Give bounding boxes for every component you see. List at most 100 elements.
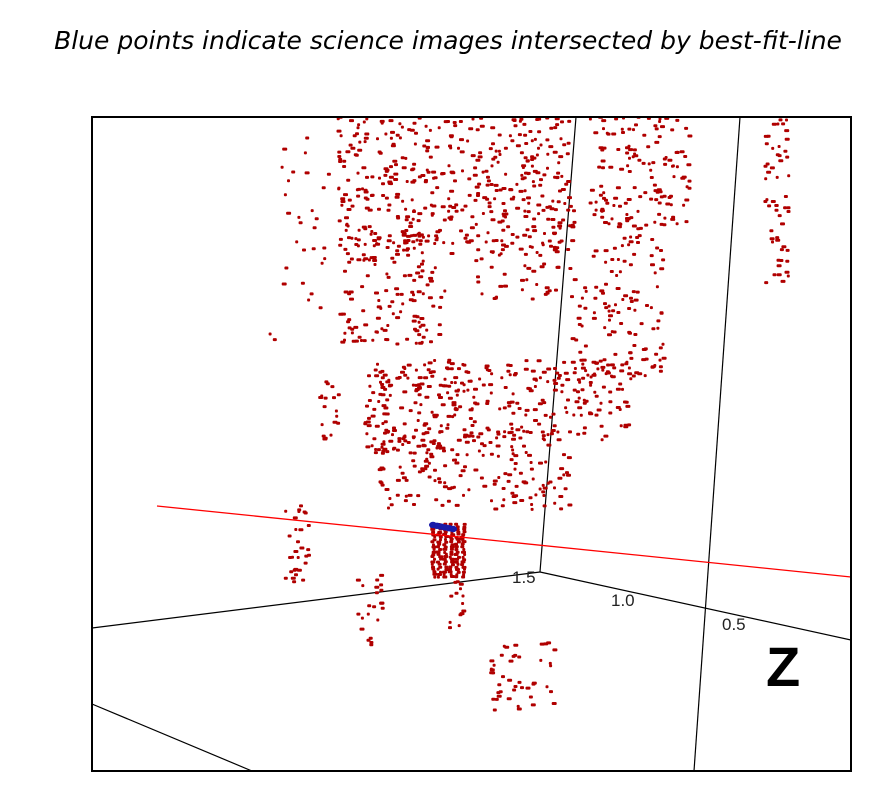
- red-point: [410, 290, 415, 294]
- red-point: [419, 317, 425, 320]
- red-point: [535, 153, 539, 157]
- red-point: [445, 426, 450, 430]
- red-point: [546, 641, 552, 645]
- red-point: [384, 488, 390, 491]
- red-point: [433, 557, 436, 561]
- red-point: [531, 180, 535, 184]
- red-point: [530, 503, 534, 506]
- red-point: [384, 338, 389, 341]
- red-point: [360, 616, 364, 620]
- red-point: [572, 413, 576, 417]
- red-point: [503, 284, 508, 288]
- red-point: [420, 269, 425, 273]
- red-point: [403, 241, 408, 245]
- red-point: [511, 448, 515, 452]
- red-point: [379, 573, 385, 577]
- red-point: [489, 391, 493, 395]
- red-point: [580, 366, 586, 370]
- red-point: [555, 175, 560, 179]
- red-point: [512, 433, 517, 437]
- red-point: [496, 694, 502, 698]
- red-point: [427, 475, 432, 479]
- red-point: [765, 162, 770, 166]
- red-point: [326, 172, 331, 176]
- red-point: [329, 433, 333, 437]
- red-point: [558, 155, 564, 159]
- red-point: [365, 197, 370, 201]
- red-point: [501, 675, 505, 679]
- red-point: [627, 366, 631, 370]
- red-point: [510, 139, 515, 143]
- red-point: [478, 377, 482, 381]
- red-point: [629, 356, 634, 360]
- red-point: [518, 247, 524, 251]
- red-point: [574, 338, 579, 342]
- red-point: [527, 235, 532, 239]
- red-point: [570, 360, 576, 364]
- red-point: [447, 384, 452, 388]
- red-point: [637, 234, 642, 238]
- red-point: [368, 384, 372, 388]
- red-point: [447, 164, 451, 168]
- red-point: [541, 437, 545, 441]
- red-point: [508, 134, 512, 138]
- red-point: [615, 387, 621, 391]
- red-point: [601, 291, 605, 295]
- red-point: [684, 220, 689, 224]
- red-point: [562, 473, 566, 477]
- red-point: [643, 374, 647, 378]
- red-point: [617, 222, 622, 226]
- red-point: [459, 150, 465, 154]
- red-point: [384, 428, 389, 432]
- red-point: [437, 531, 443, 534]
- red-point: [784, 270, 790, 274]
- red-point: [679, 150, 685, 154]
- red-point: [461, 609, 467, 613]
- red-point: [508, 364, 513, 367]
- red-point: [546, 217, 551, 221]
- red-point: [451, 206, 457, 209]
- red-point: [492, 479, 498, 483]
- red-point: [454, 548, 459, 551]
- red-point: [645, 304, 649, 307]
- red-point: [449, 367, 454, 371]
- red-point: [439, 424, 443, 428]
- red-point: [771, 146, 775, 150]
- red-point: [401, 443, 405, 446]
- red-point: [527, 201, 531, 205]
- red-point: [447, 396, 453, 400]
- red-point: [485, 183, 490, 187]
- red-point: [776, 273, 782, 277]
- red-point: [532, 229, 538, 233]
- red-point: [636, 241, 640, 244]
- red-point: [487, 205, 492, 209]
- red-point: [628, 240, 634, 244]
- red-point: [603, 434, 609, 438]
- red-point: [314, 217, 319, 221]
- red-point: [455, 580, 460, 584]
- red-point: [461, 533, 466, 537]
- red-point: [535, 283, 539, 286]
- red-point: [530, 139, 534, 143]
- red-point: [370, 444, 374, 448]
- red-point: [530, 245, 534, 249]
- red-point: [398, 136, 402, 140]
- axis-grid-lines: [92, 117, 851, 771]
- red-point: [525, 228, 530, 232]
- red-point: [389, 503, 394, 507]
- red-point: [627, 170, 632, 173]
- red-point: [440, 446, 446, 450]
- red-point: [385, 168, 390, 172]
- red-point: [622, 259, 627, 263]
- red-point: [476, 234, 481, 238]
- red-point: [651, 327, 656, 331]
- red-point: [600, 365, 606, 369]
- red-point: [787, 174, 791, 178]
- red-point: [365, 274, 370, 278]
- red-point: [661, 258, 666, 262]
- red-point: [435, 550, 441, 554]
- red-point: [610, 217, 614, 221]
- red-point: [412, 209, 416, 213]
- red-point: [670, 128, 675, 132]
- red-point: [777, 154, 782, 158]
